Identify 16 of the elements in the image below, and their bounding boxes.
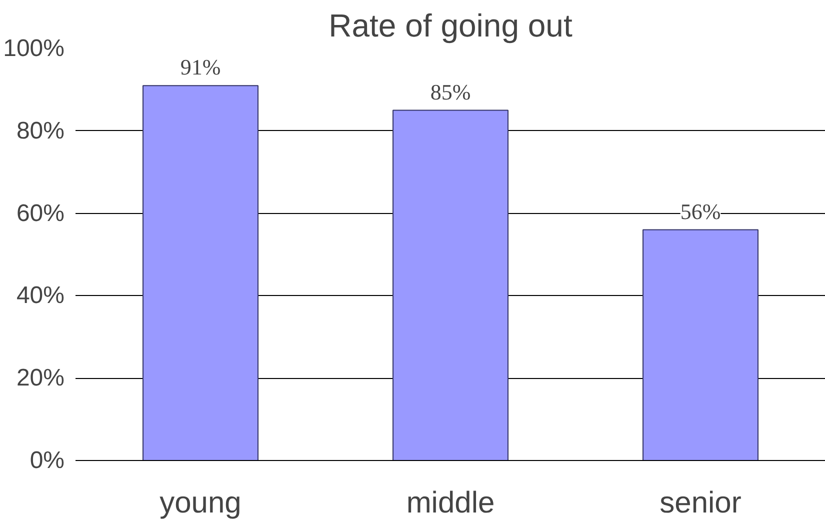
- y-tick-label: 100%: [3, 35, 65, 62]
- data-label: 91%: [180, 54, 221, 80]
- data-label: 56%: [680, 198, 721, 224]
- x-tick-label: middle: [406, 486, 495, 520]
- y-tick-label: 0%: [30, 447, 64, 474]
- x-tick-label: young: [160, 486, 242, 520]
- bar: [642, 229, 758, 460]
- y-tick-label: 80%: [16, 117, 65, 144]
- y-tick-label: 60%: [16, 200, 65, 227]
- bar: [142, 85, 258, 460]
- y-tick-label: 40%: [16, 282, 65, 310]
- data-label: 85%: [430, 79, 471, 104]
- chart-title: Rate of going out: [328, 8, 572, 44]
- bar: [392, 110, 508, 460]
- y-tick-label: 20%: [16, 364, 65, 392]
- x-tick-label: senior: [660, 486, 742, 520]
